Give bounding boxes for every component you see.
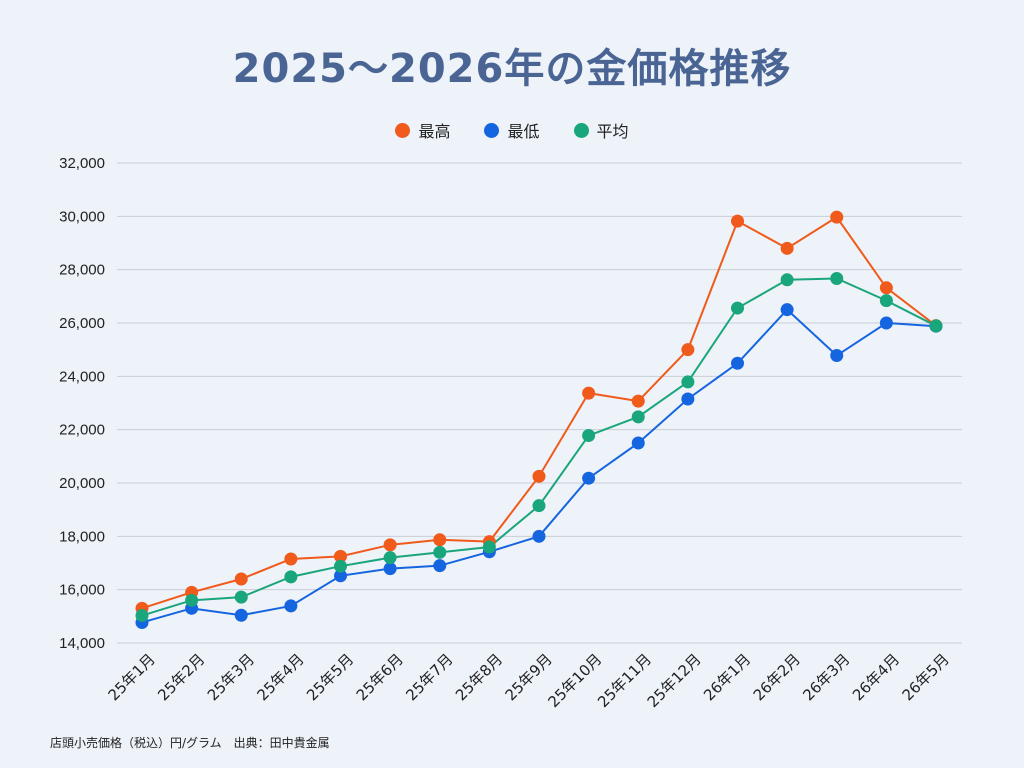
data-point-1 [681,392,695,406]
data-point-2 [731,301,744,315]
y-tick-label: 16,000 [59,582,105,599]
data-point-2 [929,319,943,333]
legend-label: 平均 [596,122,629,141]
x-tick-label: 25年12月 [644,650,705,711]
series-line-2 [141,277,937,617]
legend-item: 平均 [573,118,629,142]
data-point-2 [135,609,149,623]
y-tick-label: 32,000 [59,155,105,172]
chart-legend: 最高 最低 平均 [0,118,1024,142]
data-point-1 [731,356,744,370]
data-point-2 [185,593,199,607]
x-tick-label: 26年4月 [849,650,903,704]
x-tick-label: 25年11月 [594,650,655,711]
data-point-2 [681,375,695,389]
data-point-2 [433,545,447,559]
legend-label: 最低 [507,122,540,141]
data-point-1 [284,599,298,613]
legend-item: 最低 [484,118,540,142]
data-point-0 [830,210,844,224]
data-point-0 [879,281,893,295]
x-tick-label: 25年3月 [204,650,258,704]
data-point-0 [433,533,447,547]
y-tick-label: 14,000 [59,635,105,652]
x-tick-label: 25年8月 [452,650,506,704]
x-tick-label: 25年4月 [254,650,308,704]
series-line-1 [141,308,937,624]
data-point-2 [631,410,645,424]
data-point-1 [334,569,347,583]
x-tick-label: 25年7月 [402,650,456,704]
y-tick-label: 28,000 [59,262,105,279]
legend-marker-icon [395,122,411,138]
y-tick-label: 30,000 [59,208,105,225]
x-tick-label: 25年6月 [353,650,407,704]
x-tick-label: 25年10月 [545,650,606,711]
x-tick-label: 26年3月 [799,650,853,704]
data-point-1 [532,529,546,543]
data-point-2 [830,271,844,285]
data-point-1 [433,559,447,573]
legend-marker-icon [484,122,500,138]
chart-footer-note: 店頭小売価格（税込）円/グラム 出典：田中貴金属 [50,736,330,750]
x-tick-label: 25年5月 [303,650,357,704]
x-tick-label: 25年2月 [154,650,208,704]
y-tick-label: 18,000 [59,528,105,545]
data-point-0 [731,214,744,228]
data-point-0 [582,386,596,400]
y-tick-label: 26,000 [59,315,105,332]
data-point-1 [582,471,596,485]
data-point-0 [284,552,298,566]
x-tick-label: 26年5月 [899,650,953,704]
chart-title: 2025〜2026年の金価格推移 [232,46,792,92]
data-point-2 [234,590,248,604]
data-point-0 [631,394,645,408]
data-point-2 [532,499,546,513]
data-point-0 [780,241,794,255]
y-tick-label: 20,000 [59,475,105,492]
x-tick-label: 26年1月 [700,650,754,704]
legend-item: 最高 [395,118,450,142]
data-point-2 [879,294,893,308]
data-point-0 [681,343,695,357]
data-point-2 [383,551,397,565]
data-point-2 [482,540,496,554]
data-point-0 [532,469,546,483]
data-point-1 [830,349,844,363]
data-point-0 [334,549,347,563]
x-tick-label: 26年2月 [750,650,804,704]
data-point-1 [879,316,893,330]
x-tick-label: 25年1月 [105,650,159,704]
y-tick-label: 24,000 [59,368,105,385]
data-point-0 [383,538,397,552]
data-point-2 [334,559,347,573]
data-point-2 [284,570,298,584]
data-point-2 [780,273,794,287]
data-point-1 [234,608,248,622]
legend-label: 最高 [418,122,451,141]
data-point-0 [234,572,248,586]
data-point-2 [582,429,596,443]
data-point-1 [780,303,794,317]
y-tick-label: 22,000 [59,422,105,439]
series-line-0 [141,215,937,610]
data-point-1 [631,436,645,450]
legend-marker-icon [573,122,589,138]
data-point-1 [383,562,397,576]
